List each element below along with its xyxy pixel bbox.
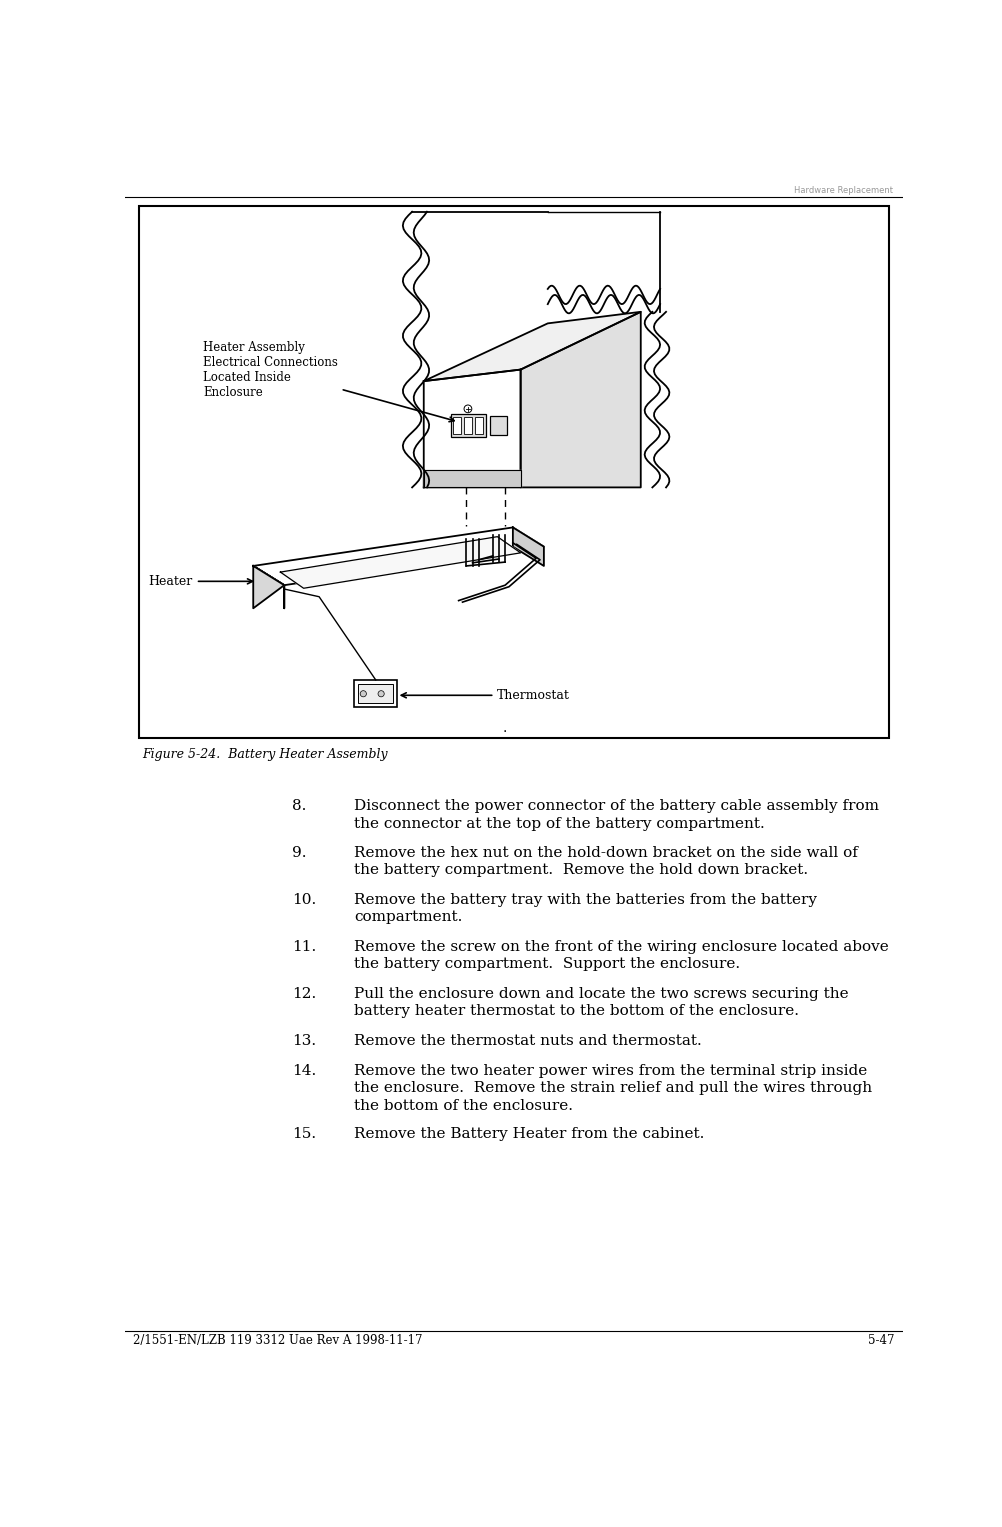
Text: .: . [502,721,507,736]
Polygon shape [423,312,640,382]
Polygon shape [423,470,520,487]
Text: 5-47: 5-47 [868,1333,894,1347]
Text: Remove the screw on the front of the wiring enclosure located above
the battery : Remove the screw on the front of the wir… [354,941,888,971]
Text: Thermostat: Thermostat [401,689,570,702]
Polygon shape [512,527,543,567]
Text: 12.: 12. [292,986,316,1000]
Bar [474,417,482,434]
Text: 14.: 14. [292,1064,316,1078]
Circle shape [378,690,384,696]
Text: Figure 5-24.  Battery Heater Assembly: Figure 5-24. Battery Heater Assembly [142,748,388,762]
Text: Pull the enclosure down and locate the two screws securing the
battery heater th: Pull the enclosure down and locate the t… [354,986,848,1019]
Polygon shape [281,536,520,588]
Text: Heater Assembly
Electrical Connections
Located Inside
Enclosure: Heater Assembly Electrical Connections L… [202,341,454,421]
Text: 13.: 13. [292,1034,316,1048]
Text: Remove the two heater power wires from the terminal strip inside
the enclosure. : Remove the two heater power wires from t… [354,1064,872,1113]
Bar [139,206,888,738]
Text: 8.: 8. [292,799,306,814]
Text: Remove the Battery Heater from the cabinet.: Remove the Battery Heater from the cabin… [354,1127,703,1142]
Polygon shape [253,567,284,608]
Bar [354,680,396,707]
Text: Heater: Heater [148,574,253,588]
Text: Disconnect the power connector of the battery cable assembly from
the connector : Disconnect the power connector of the ba… [354,799,878,831]
Text: 2/1551-EN/LZB 119 3312 Uae Rev A 1998-11-17: 2/1551-EN/LZB 119 3312 Uae Rev A 1998-11… [133,1333,422,1347]
Bar [358,684,393,702]
Bar [451,414,485,437]
Text: 10.: 10. [292,893,316,907]
Text: 11.: 11. [292,941,316,954]
Text: Hardware Replacement: Hardware Replacement [793,186,892,194]
Text: 9.: 9. [292,846,307,860]
Text: Remove the thermostat nuts and thermostat.: Remove the thermostat nuts and thermosta… [354,1034,701,1048]
Polygon shape [520,312,640,487]
Polygon shape [253,527,543,585]
Circle shape [360,690,366,696]
Bar [464,417,471,434]
Text: Remove the battery tray with the batteries from the battery
compartment.: Remove the battery tray with the batteri… [354,893,817,924]
Bar [489,415,506,435]
Bar [453,417,461,434]
Polygon shape [253,567,284,608]
Text: Remove the hex nut on the hold-down bracket on the side wall of
the battery comp: Remove the hex nut on the hold-down brac… [354,846,857,878]
Polygon shape [423,370,520,487]
Text: 15.: 15. [292,1127,316,1142]
